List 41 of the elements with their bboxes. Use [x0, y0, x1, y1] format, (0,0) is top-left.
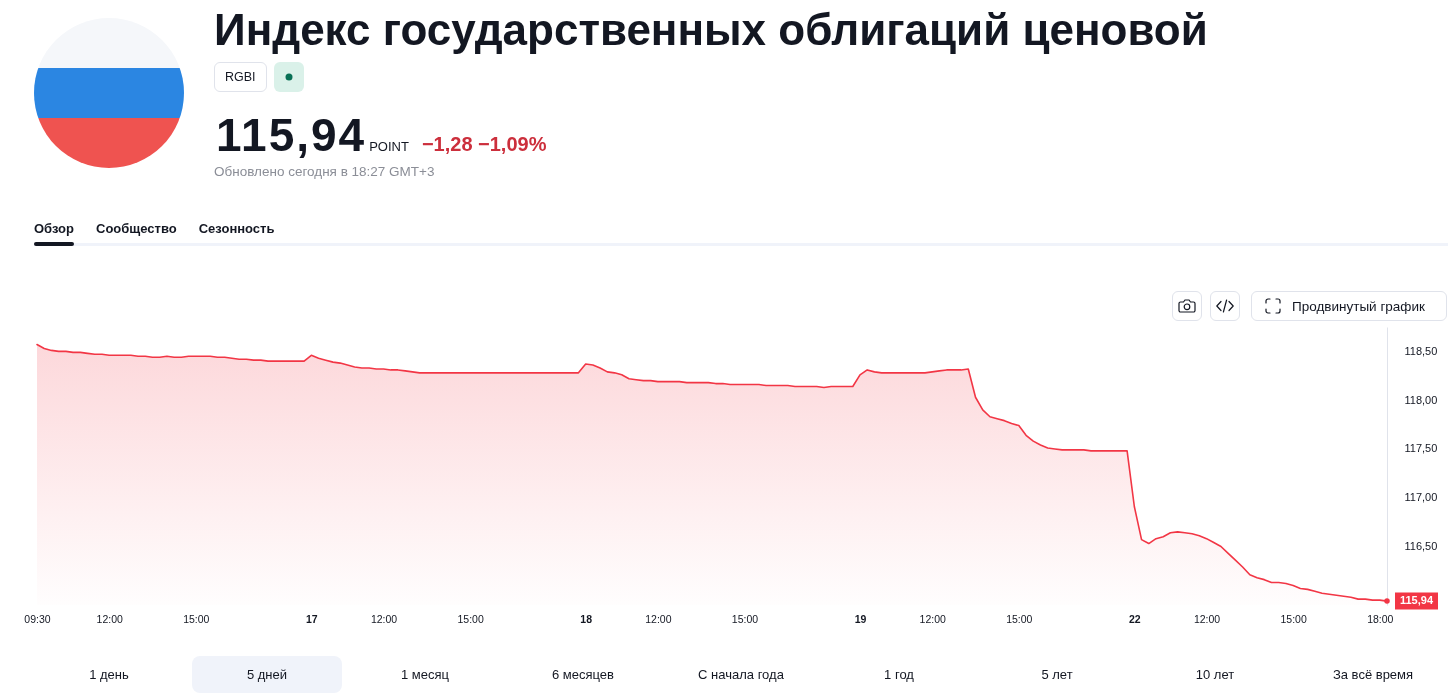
text: За всё время: [1332, 667, 1414, 683]
text: 6 месяцев: [552, 667, 614, 683]
x-tick-label: 15:00: [183, 612, 210, 625]
y-tick-label: 116,50: [1404, 539, 1438, 552]
x-tick-label: 12:00: [96, 612, 123, 625]
text: 1 день: [89, 667, 129, 683]
x-tick-label: 15:00: [1280, 612, 1307, 625]
y-tick-label: 118,00: [1404, 393, 1438, 406]
x-tick-label: 19: [854, 612, 867, 625]
chart-title: Индекс государственных облигаций ценовой: [214, 4, 1208, 56]
x-tick-label: 09:30: [24, 612, 51, 625]
x-tick-label: 12:00: [1193, 612, 1221, 625]
chart-subtitle: Обновлено сегодня в 18:27 GMT+3: [214, 163, 435, 181]
data-label: 115,94: [1399, 594, 1434, 607]
x-tick-label: 15:00: [1006, 612, 1033, 625]
advanced-chart-button: Продвинутый график: [1251, 291, 1447, 321]
y-tick-label: 117,00: [1404, 491, 1438, 504]
x-tick-label: 15:00: [731, 612, 759, 625]
x-tick-label: 12:00: [370, 612, 398, 625]
text: 5 дней: [246, 667, 288, 683]
text: 1 год: [884, 667, 914, 683]
x-tick-label: 12:00: [645, 612, 672, 625]
text: Обзор: [34, 221, 74, 237]
x-tick-label: 18:00: [1367, 612, 1394, 625]
text: 115,94: [216, 109, 367, 161]
x-tick-label: 17: [305, 612, 318, 625]
x-tick-label: 22: [1128, 612, 1141, 625]
text: Сообщество: [96, 221, 177, 237]
text: 10 лет: [1195, 667, 1235, 683]
text: −1,28 −1,09%: [421, 133, 547, 156]
x-tick-label: 12:00: [919, 612, 946, 625]
text: 1 месяц: [401, 667, 449, 683]
text: Сезонность: [198, 221, 275, 237]
text: С начала года: [698, 667, 784, 683]
x-tick-label: 15:00: [457, 612, 484, 625]
x-tick-label: 18: [580, 612, 593, 625]
y-tick-label: 117,50: [1404, 442, 1438, 455]
text: POINT: [369, 139, 409, 154]
y-tick-label: 118,50: [1404, 344, 1438, 357]
text: 5 лет: [1041, 667, 1073, 683]
ticker-badge: RGBI: [214, 62, 267, 92]
